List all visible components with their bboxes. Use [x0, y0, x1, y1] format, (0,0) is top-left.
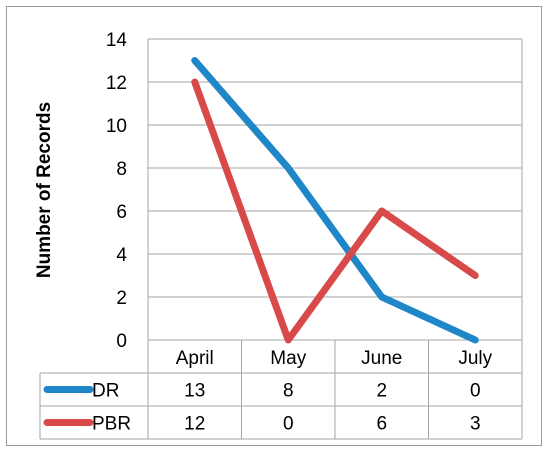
data-label: 3: [470, 414, 481, 435]
data-label: 2: [376, 381, 387, 402]
y-tick-label: 6: [116, 202, 127, 223]
y-tick-label: 8: [116, 159, 127, 180]
y-tick-label: 0: [116, 331, 127, 352]
y-tick-labels: 0 2 4 6 8 10 12 14: [106, 30, 128, 352]
data-label: 8: [283, 381, 294, 402]
data-label: 13: [184, 381, 205, 402]
data-table: April May June July DR 13 8 2 0 PBR 12 0 6 3: [39, 339, 523, 440]
data-label: 12: [184, 414, 205, 435]
y-tick-label: 2: [116, 288, 127, 309]
x-tick-label: May: [270, 348, 306, 369]
data-label: 0: [283, 414, 294, 435]
legend-label-dr: DR: [92, 381, 119, 402]
x-tick-label: April: [176, 348, 214, 369]
data-label: 0: [470, 381, 481, 402]
y-tick-label: 4: [116, 245, 127, 266]
x-tick-label: June: [361, 348, 402, 369]
y-axis-title: Number of Records: [34, 102, 55, 278]
series-line-dr: [191, 57, 479, 344]
y-tick-label: 14: [106, 30, 128, 51]
legend-label-pbr: PBR: [92, 414, 131, 435]
series-lines: [191, 57, 479, 344]
y-tick-label: 10: [106, 116, 127, 137]
y-tick-label: 12: [106, 73, 127, 94]
series-line-pbr: [191, 78, 479, 344]
data-label: 6: [376, 414, 387, 435]
gridlines: [147, 38, 523, 340]
x-tick-label: July: [458, 348, 492, 369]
